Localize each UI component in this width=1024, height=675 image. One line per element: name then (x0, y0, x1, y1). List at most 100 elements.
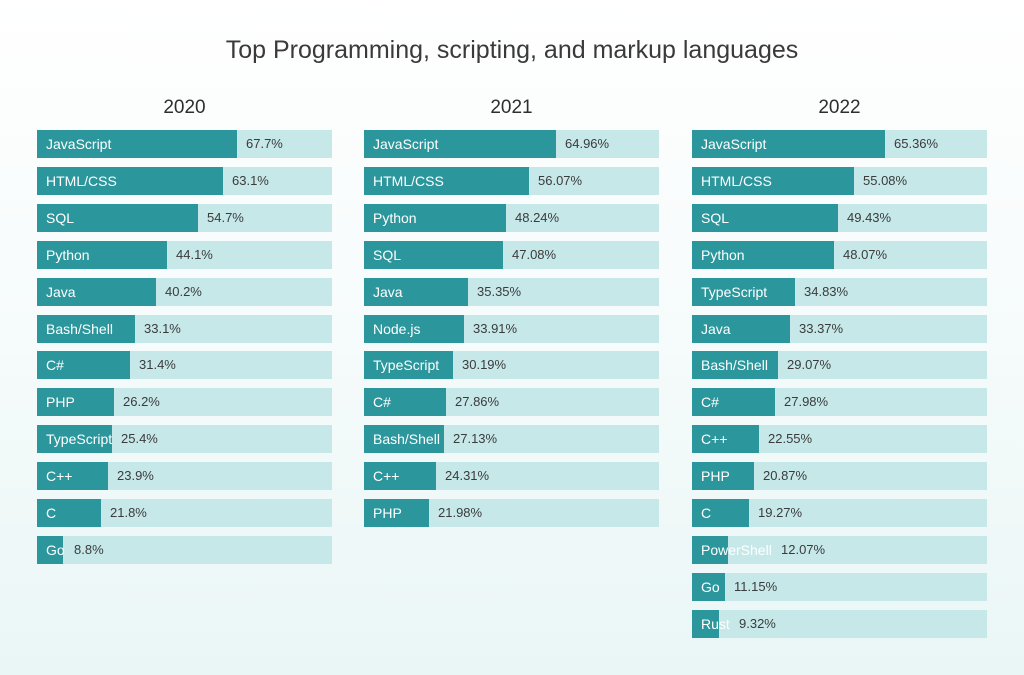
bar (692, 425, 759, 454)
bar-category-label: C++ (46, 468, 73, 485)
bar-value-label: 34.83% (804, 283, 849, 299)
bar-value-label: 31.4% (139, 357, 176, 373)
bar-category-label: Java (373, 283, 403, 300)
bar-row: Go 11.15% (692, 572, 987, 601)
bar-category-label: Bash/Shell (701, 357, 768, 374)
bar-category-label: Python (373, 209, 417, 226)
bar-row: C++ 23.9% (37, 462, 332, 491)
bar-row: Node.js 33.91% (364, 314, 659, 343)
bar-category-label: C++ (701, 431, 728, 448)
bar-row: TypeScript 25.4% (37, 425, 332, 454)
bar-row: TypeScript 34.83% (692, 277, 987, 306)
bar (37, 240, 167, 269)
bar-category-label: PowerShell (701, 541, 772, 558)
bar-value-label: 33.37% (799, 320, 844, 336)
bar-category-label: C (46, 505, 57, 521)
bar-value-label: 12.07% (781, 541, 826, 557)
bar-category-label: JavaScript (701, 136, 767, 152)
panel-title: 2022 (818, 97, 861, 118)
bar-row: PHP 20.87% (692, 462, 987, 491)
bar-category-label: C# (701, 394, 719, 411)
panel-2020: 2020 JavaScript 67.7% HTML/CSS 63.1% SQL 54.7… (37, 95, 332, 564)
bar-row: JavaScript 64.96% (364, 130, 659, 158)
bar-category-label: JavaScript (373, 136, 439, 152)
bar (364, 166, 529, 195)
bar-category-label: Bash/Shell (373, 431, 440, 448)
bar-category-label: Node.js (373, 320, 421, 337)
bar-row: Java 35.35% (364, 277, 659, 306)
bar-row: C# 27.86% (364, 388, 659, 417)
panel-2021: 2021 JavaScript 64.96% HTML/CSS 56.07% Pytho… (364, 95, 659, 527)
bar (364, 130, 556, 158)
bar-value-label: 65.36% (894, 136, 939, 151)
bar (37, 462, 108, 491)
bar-category-label: C# (373, 394, 391, 411)
bar-value-label: 54.7% (207, 209, 244, 225)
bar-value-label: 35.35% (477, 283, 522, 299)
bar-row: C++ 24.31% (364, 462, 659, 491)
bar (364, 462, 436, 491)
bar-value-label: 24.31% (445, 468, 490, 484)
bar-row: Bash/Shell 29.07% (692, 351, 987, 380)
bar-category-label: SQL (46, 209, 75, 226)
bar (692, 203, 838, 232)
bar-category-label: SQL (373, 246, 402, 263)
bar-category-label: HTML/CSS (701, 172, 772, 189)
bar-category-label: PHP (373, 505, 402, 521)
bar-category-label: Java (701, 320, 731, 337)
panel-2022: 2022 JavaScript 65.36% HTML/CSS 55.08% SQL 49… (692, 95, 987, 638)
bar-row: PowerShell 12.07% (692, 535, 987, 564)
bar-value-label: 67.7% (246, 136, 283, 151)
bar-category-label: TypeScript (46, 431, 113, 448)
bar-category-label: C++ (373, 468, 400, 485)
bar-category-label: JavaScript (46, 136, 112, 152)
bar-value-label: 44.1% (176, 246, 213, 262)
bar-row: Bash/Shell 33.1% (37, 314, 332, 343)
bar (37, 166, 223, 195)
bar-value-label: 27.86% (455, 394, 500, 410)
bar-row: Go 8.8% (37, 535, 332, 564)
bar-category-label: HTML/CSS (46, 172, 117, 189)
bar-row: C++ 22.55% (692, 425, 987, 454)
bar-value-label: 47.08% (512, 246, 557, 262)
bar-value-label: 9.32% (739, 615, 776, 631)
bar-category-label: TypeScript (701, 283, 768, 300)
bar-value-label: 33.91% (473, 320, 518, 336)
bar (692, 166, 854, 195)
bar (692, 240, 834, 269)
bar (692, 130, 885, 158)
bar-row: C# 31.4% (37, 351, 332, 380)
bar (692, 314, 790, 343)
bar-category-label: Python (46, 246, 90, 263)
bar-row: C 21.8% (37, 499, 332, 527)
panel-title: 2021 (490, 97, 533, 118)
bar-value-label: 40.2% (165, 283, 202, 299)
bar-row: C# 27.98% (692, 388, 987, 417)
bar (37, 425, 112, 454)
bar (364, 351, 453, 380)
bar (37, 203, 198, 232)
bar (692, 572, 725, 601)
bar-value-label: 8.8% (74, 541, 104, 557)
bar (364, 499, 429, 527)
bar (37, 314, 135, 343)
bar (37, 277, 156, 306)
bar-category-label: Rust (701, 615, 730, 632)
bar-category-label: Bash/Shell (46, 320, 113, 337)
bar-row: Java 40.2% (37, 277, 332, 306)
bar-row: Rust 9.32% (692, 609, 987, 638)
bar (692, 462, 754, 491)
bar-row: HTML/CSS 56.07% (364, 166, 659, 195)
bar-category-label: C# (46, 357, 64, 374)
bar-category-label: C (701, 505, 712, 521)
bar-value-label: 49.43% (847, 209, 892, 225)
bar-category-label: TypeScript (373, 357, 440, 374)
bar (37, 499, 101, 527)
bar (692, 351, 778, 380)
bar (364, 203, 506, 232)
bar-value-label: 33.1% (144, 320, 181, 336)
bar-row: PHP 26.2% (37, 388, 332, 417)
bar-row: HTML/CSS 63.1% (37, 166, 332, 195)
bar-value-label: 11.15% (734, 578, 778, 594)
bar-row: Java 33.37% (692, 314, 987, 343)
